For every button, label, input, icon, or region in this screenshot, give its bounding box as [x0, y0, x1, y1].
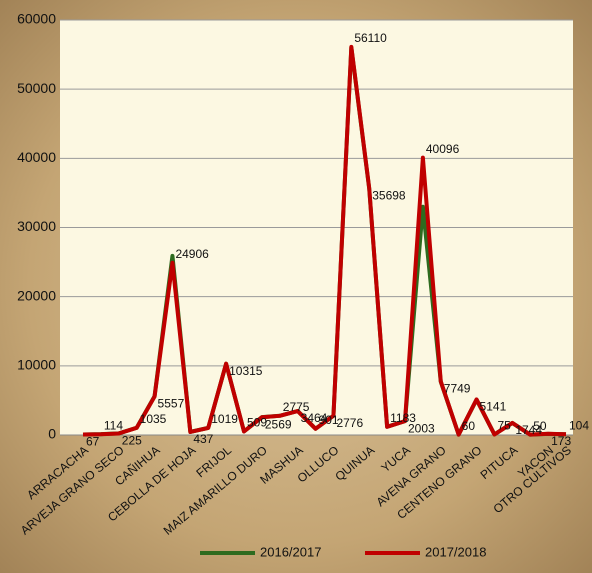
- data-label: 104: [569, 418, 589, 432]
- legend-label: 2017/2018: [425, 544, 486, 559]
- data-label: 67: [86, 435, 100, 449]
- data-label: 1035: [140, 412, 167, 426]
- data-label: 7749: [444, 382, 471, 396]
- data-label: 60: [462, 419, 476, 433]
- data-label: 1183: [390, 411, 416, 425]
- data-label: 2775: [283, 400, 310, 414]
- y-tick-label: 0: [48, 426, 56, 442]
- data-label: 75: [497, 419, 511, 433]
- y-tick-label: 50000: [17, 80, 56, 96]
- data-label: 1019: [211, 412, 238, 426]
- data-label: 5557: [158, 397, 185, 411]
- data-label: 2776: [336, 416, 363, 430]
- data-label: 1744: [515, 423, 542, 437]
- data-label: 437: [193, 432, 213, 446]
- series-line: [82, 44, 567, 437]
- data-label: 40096: [426, 142, 460, 156]
- data-label: 509: [247, 416, 267, 430]
- y-tick-label: 30000: [17, 218, 56, 234]
- data-label: 173: [551, 434, 571, 448]
- data-label: 5141: [480, 400, 507, 414]
- y-tick-label: 60000: [17, 11, 56, 27]
- data-label: 3464: [301, 411, 328, 425]
- y-tick-label: 10000: [17, 357, 56, 373]
- y-tick-label: 40000: [17, 149, 56, 165]
- legend-label: 2016/2017: [260, 544, 321, 559]
- data-label: 2003: [408, 421, 435, 435]
- data-label: 114: [104, 418, 123, 432]
- data-label: 2569: [265, 417, 292, 431]
- data-label: 35698: [372, 188, 406, 202]
- data-label: 10315: [229, 364, 263, 378]
- data-label: 56110: [354, 31, 387, 45]
- data-label: 225: [122, 434, 142, 448]
- y-tick-label: 20000: [17, 287, 56, 303]
- data-label: 50: [533, 419, 547, 433]
- data-label: 24906: [175, 247, 209, 261]
- data-label: 901: [319, 413, 339, 427]
